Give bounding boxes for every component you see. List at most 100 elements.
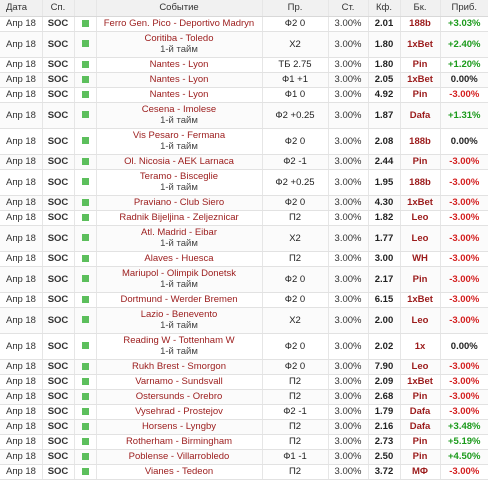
table-row[interactable]: Апр 18 SOC Praviano - Club Siero Ф2 0 3.00% 4… [0, 195, 488, 211]
table-row[interactable]: Апр 18 SOC Nantes - Lyon Ф1 +1 3.00% 2.05 1xBe… [0, 72, 488, 88]
bookmaker-cell[interactable]: WH [400, 251, 441, 267]
table-row[interactable]: Апр 18 SOC Vianes - Tedeon П2 3.00% 3.72 МФ -3.… [0, 464, 488, 480]
bookmaker-cell[interactable]: Pin [400, 57, 441, 73]
event-link[interactable]: Teramo - Bisceglie [139, 171, 219, 182]
bookmaker-cell[interactable]: 1xBet [400, 292, 441, 308]
event-link[interactable]: Cesena - Imolese [141, 104, 217, 115]
bookmaker-cell[interactable]: Pin [400, 154, 441, 170]
bookmaker-cell[interactable]: Pin [400, 434, 441, 450]
sport-cell: SOC [42, 404, 75, 420]
bookmaker-cell[interactable]: Pin [400, 449, 441, 465]
event-link[interactable]: Nantes - Lyon [149, 89, 209, 100]
table-row[interactable]: Апр 18 SOC Nantes - Lyon Ф1 0 3.00% 4.92 Pin -3… [0, 87, 488, 103]
table-row[interactable]: Апр 18 SOC Radnik Bijeljina - Zeljeznicar П… [0, 210, 488, 226]
table-row[interactable]: Апр 18 SOC Horsens - Lyngby П2 3.00% 2.16 Dafa… [0, 419, 488, 435]
table-row[interactable]: Апр 18 SOC Ferro Gen. Pico - Deportivo Mad… [0, 16, 488, 32]
table-row[interactable]: Апр 18 SOC Mariupol - Olimpik Donetsk 1-й т… [0, 266, 488, 293]
table-row[interactable]: Апр 18 SOC Rukh Brest - Smorgon Ф2 0 3.00% 7.… [0, 359, 488, 375]
event-link[interactable]: Rukh Brest - Smorgon [132, 361, 226, 372]
table-row[interactable]: Апр 18 SOC Lazio - Benevento 1-й тайм Х2 3.00… [0, 307, 488, 334]
bookmaker-cell[interactable]: 1xBet [400, 195, 441, 211]
event-link[interactable]: Alaves - Huesca [144, 253, 214, 264]
event-link[interactable]: Vysehrad - Prostejov [135, 406, 223, 417]
table-row[interactable]: Апр 18 SOC Coritiba - Toledo 1-й тайм Х2 3.00… [0, 31, 488, 58]
date-cell: Апр 18 [0, 128, 43, 155]
event-link[interactable]: Atl. Madrid - Eibar [140, 227, 218, 238]
header-stake[interactable]: Ст. [328, 0, 369, 17]
header-date[interactable]: Дата [0, 0, 43, 17]
bookmaker-cell[interactable]: 1xBet [400, 31, 441, 58]
bet-cell: П2 [262, 419, 329, 435]
event-link[interactable]: Dortmund - Werder Bremen [120, 294, 238, 305]
sport-cell: SOC [42, 57, 75, 73]
table-row[interactable]: Апр 18 SOC Varnamo - Sundsvall П2 3.00% 2.09 1… [0, 374, 488, 390]
header-profit[interactable]: Приб. [440, 0, 488, 17]
header-sport[interactable]: Сп. [42, 0, 75, 17]
bookmaker-cell[interactable]: Dafa [400, 404, 441, 420]
event-link[interactable]: Ostersunds - Orebro [135, 391, 223, 402]
odds-cell: 1.82 [368, 210, 401, 226]
table-row[interactable]: Апр 18 SOC Ol. Nicosia - AEK Larnaca Ф2 -1 3… [0, 154, 488, 170]
event-link[interactable]: Poblense - Villarrobledo [128, 451, 230, 462]
bookmaker-cell[interactable]: Leo [400, 307, 441, 334]
bookmaker-cell[interactable]: Leo [400, 210, 441, 226]
bet-cell: Ф2 -1 [262, 404, 329, 420]
stake-cell: 3.00% [328, 307, 369, 334]
table-row[interactable]: Апр 18 SOC Dortmund - Werder Bremen Ф2 0 3.0… [0, 292, 488, 308]
profit-cell: 0.00% [440, 72, 488, 88]
event-link[interactable]: Reading W - Tottenham W [123, 335, 235, 346]
date-cell: Апр 18 [0, 16, 43, 32]
bookmaker-cell[interactable]: Dafa [400, 419, 441, 435]
bookmaker-cell[interactable]: 188b [400, 128, 441, 155]
event-link[interactable]: Nantes - Lyon [149, 74, 209, 85]
event-cell: Praviano - Club Siero [96, 195, 263, 211]
bookmaker-cell[interactable]: 1xBet [400, 374, 441, 390]
event-link[interactable]: Lazio - Benevento [140, 309, 218, 320]
event-link[interactable]: Ferro Gen. Pico - Deportivo Madryn [103, 18, 255, 29]
table-row[interactable]: Апр 18 SOC Nantes - Lyon ТБ 2.75 3.00% 1.80 Pi… [0, 57, 488, 73]
stake-cell: 3.00% [328, 154, 369, 170]
table-row[interactable]: Апр 18 SOC Vis Pesaro - Fermana 1-й тайм Ф2 … [0, 128, 488, 155]
event-link[interactable]: Horsens - Lyngby [141, 421, 217, 432]
bookmaker-cell[interactable]: МФ [400, 464, 441, 480]
table-row[interactable]: Апр 18 SOC Atl. Madrid - Eibar 1-й тайм Х2 3.… [0, 225, 488, 252]
table-row[interactable]: Апр 18 SOC Teramo - Bisceglie 1-й тайм Ф2 +0… [0, 169, 488, 196]
stake-cell: 3.00% [328, 449, 369, 465]
header-event[interactable]: Событие [96, 0, 263, 17]
table-row[interactable]: Апр 18 SOC Reading W - Tottenham W 1-й тайм… [0, 333, 488, 360]
odds-cell: 2.02 [368, 333, 401, 360]
header-book[interactable]: Бк. [400, 0, 441, 17]
event-link[interactable]: Rotherham - Birmingham [125, 436, 233, 447]
event-link[interactable]: Vianes - Tedeon [144, 466, 214, 477]
event-link[interactable]: Ol. Nicosia - AEK Larnaca [124, 156, 234, 167]
bookmaker-cell[interactable]: 1x [400, 333, 441, 360]
stake-cell: 3.00% [328, 292, 369, 308]
bookmaker-cell[interactable]: Leo [400, 225, 441, 252]
bookmaker-cell[interactable]: 1xBet [400, 72, 441, 88]
table-row[interactable]: Апр 18 SOC Rotherham - Birmingham П2 3.00% 2.… [0, 434, 488, 450]
event-link[interactable]: Coritiba - Toledo [144, 33, 214, 44]
bookmaker-cell[interactable]: Pin [400, 389, 441, 405]
table-row[interactable]: Апр 18 SOC Poblense - Villarrobledo Ф1 -1 3.… [0, 449, 488, 465]
bookmaker-cell[interactable]: 188b [400, 169, 441, 196]
event-link[interactable]: Nantes - Lyon [149, 59, 209, 70]
bookmaker-cell[interactable]: 188b [400, 16, 441, 32]
table-row[interactable]: Апр 18 SOC Cesena - Imolese 1-й тайм Ф2 +0.2… [0, 102, 488, 129]
bookmaker-cell[interactable]: Dafa [400, 102, 441, 129]
bookmaker-cell[interactable]: Pin [400, 87, 441, 103]
event-link[interactable]: Varnamo - Sundsvall [135, 376, 223, 387]
table-row[interactable]: Апр 18 SOC Ostersunds - Orebro П2 3.00% 2.68 P… [0, 389, 488, 405]
status-indicator [74, 87, 97, 103]
table-row[interactable]: Апр 18 SOC Vysehrad - Prostejov Ф2 -1 3.00% 1… [0, 404, 488, 420]
bookmaker-cell[interactable]: Leo [400, 359, 441, 375]
status-indicator [74, 225, 97, 252]
event-link[interactable]: Praviano - Club Siero [133, 197, 225, 208]
table-row[interactable]: Апр 18 SOC Alaves - Huesca П2 3.00% 3.00 WH -3.… [0, 251, 488, 267]
event-link[interactable]: Mariupol - Olimpik Donetsk [121, 268, 237, 279]
event-link[interactable]: Vis Pesaro - Fermana [132, 130, 226, 141]
event-link[interactable]: Radnik Bijeljina - Zeljeznicar [119, 212, 239, 223]
bookmaker-cell[interactable]: Pin [400, 266, 441, 293]
header-bet[interactable]: Пр. [262, 0, 329, 17]
header-odds[interactable]: Кф. [368, 0, 401, 17]
bet-cell: Ф2 0 [262, 16, 329, 32]
